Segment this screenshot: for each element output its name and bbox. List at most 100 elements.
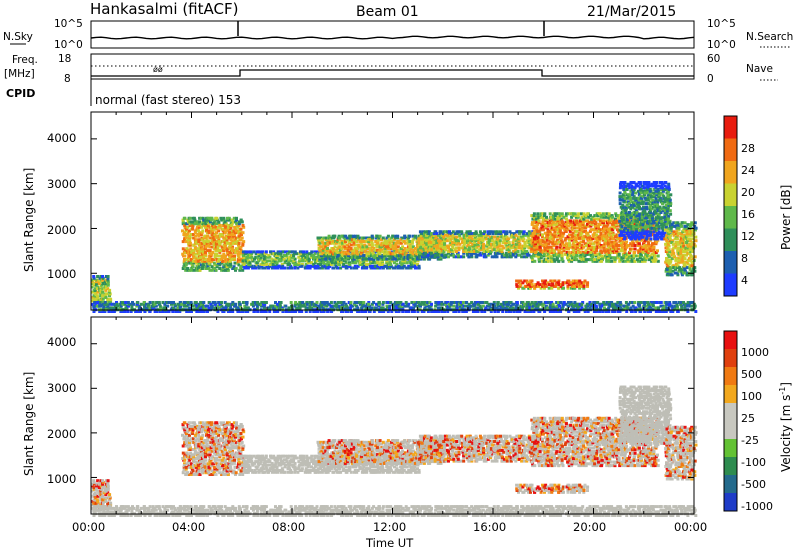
power-cell	[205, 238, 209, 242]
power-cell	[210, 216, 214, 220]
power-cell	[247, 250, 251, 254]
power-cell	[292, 255, 295, 259]
power-cell	[224, 225, 228, 229]
power-cell	[362, 254, 366, 258]
power-cell	[578, 279, 582, 283]
power-cell	[237, 250, 241, 254]
power-cell	[229, 263, 233, 267]
power-cell	[204, 220, 208, 224]
power-cell	[219, 216, 223, 220]
power-cell	[188, 243, 192, 247]
power-cell	[496, 237, 500, 241]
power-cell	[532, 214, 536, 218]
power-cell	[202, 263, 206, 267]
power-cell	[228, 234, 232, 238]
power-cell	[211, 227, 215, 231]
power-cell	[206, 225, 210, 229]
power-cell	[196, 259, 200, 263]
power-cell	[186, 231, 190, 235]
power-cell	[541, 233, 544, 237]
power-cell	[220, 233, 224, 236]
power-cell	[289, 264, 293, 268]
power-cell	[188, 234, 192, 238]
power-cell	[332, 254, 336, 257]
power-cell	[302, 252, 306, 256]
power-cell	[611, 236, 615, 240]
power-cell	[226, 252, 230, 256]
power-cell	[338, 252, 342, 256]
date-title: 21/Mar/2015	[587, 4, 676, 20]
power-cell	[493, 235, 497, 239]
noise-tick-low-left: 10^0	[54, 39, 83, 51]
cpid-text: normal (fast stereo) 153	[95, 93, 241, 107]
power-cell	[274, 257, 278, 261]
power-cell	[204, 224, 208, 227]
power-cell	[189, 247, 193, 251]
power-cell	[337, 266, 341, 270]
power-cell	[454, 250, 458, 253]
power-cell	[348, 263, 352, 266]
power-cell	[550, 286, 554, 290]
power-cell	[195, 268, 199, 272]
power-cell	[265, 264, 269, 268]
power-cell	[333, 263, 337, 266]
power-cell	[406, 266, 410, 270]
power-cell	[371, 261, 375, 265]
power-cell	[183, 249, 187, 253]
power-cell	[218, 261, 222, 265]
power-cell	[183, 258, 186, 261]
power-cell	[213, 263, 217, 267]
power-cell	[284, 259, 288, 263]
power-cell	[218, 263, 222, 267]
power-cell	[268, 255, 272, 259]
power-cell	[356, 264, 360, 268]
power-cell	[393, 257, 397, 261]
power-cell	[214, 225, 218, 229]
power-cell	[552, 226, 556, 230]
power-cell	[378, 234, 382, 238]
freq-tick-low: 8	[64, 73, 71, 85]
power-cell	[212, 234, 216, 238]
power-cell	[451, 230, 455, 234]
power-cell	[192, 250, 196, 254]
power-cell	[225, 267, 229, 270]
power-cell	[238, 247, 242, 251]
power-cell	[217, 229, 221, 233]
power-cell	[547, 283, 551, 287]
power-cell	[272, 250, 276, 254]
power-cell	[227, 225, 231, 229]
power-cell	[669, 193, 673, 197]
power-cell	[624, 226, 627, 230]
power-cell	[230, 247, 234, 251]
power-cell	[395, 248, 399, 252]
power-cell	[645, 205, 648, 209]
power-cell	[199, 216, 203, 220]
power-cell	[233, 261, 237, 265]
power-cell	[220, 245, 224, 249]
power-cell	[183, 231, 186, 235]
power-cell	[530, 283, 534, 287]
power-cell	[222, 268, 226, 272]
power-cell	[202, 256, 206, 260]
power-cell	[507, 241, 511, 244]
power-cell	[307, 259, 311, 263]
power-cell	[245, 261, 249, 265]
power-cell	[303, 266, 307, 270]
power-cell	[237, 258, 240, 261]
power-cell	[567, 251, 571, 254]
power-cell	[269, 250, 273, 254]
power-cell	[184, 229, 188, 233]
power-cell	[341, 254, 344, 257]
power-cell	[223, 224, 227, 227]
power-cell	[292, 252, 296, 256]
power-cell	[667, 248, 671, 252]
power-cell	[204, 250, 207, 254]
power-cell	[217, 222, 221, 226]
power-cell	[198, 256, 202, 260]
power-cell	[197, 224, 201, 227]
power-cell	[618, 191, 622, 195]
power-cell	[199, 233, 203, 236]
power-cell	[198, 250, 202, 254]
power-cell	[652, 219, 656, 223]
power-cell	[207, 243, 211, 247]
